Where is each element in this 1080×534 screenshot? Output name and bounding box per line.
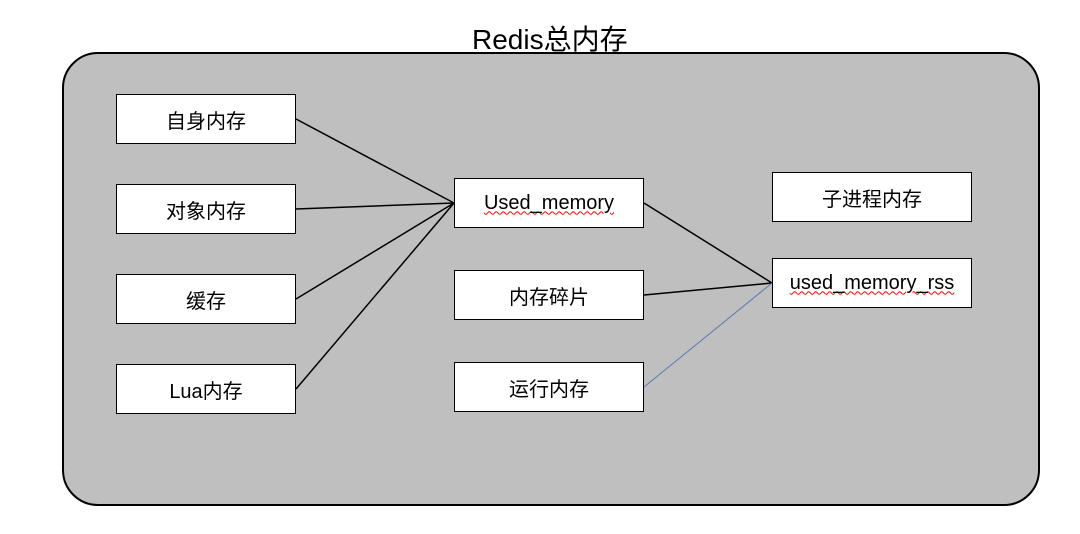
node-label: 内存碎片 [509, 281, 589, 310]
node-label: 子进程内存 [822, 183, 922, 212]
diagram-title: Redis总内存 [472, 18, 628, 58]
node-label: 缓存 [186, 285, 226, 314]
node-n-object: 对象内存 [116, 184, 296, 234]
node-n-run: 运行内存 [454, 362, 644, 412]
node-label: 运行内存 [509, 373, 589, 402]
node-n-frag: 内存碎片 [454, 270, 644, 320]
node-n-lua: Lua内存 [116, 364, 296, 414]
node-n-self: 自身内存 [116, 94, 296, 144]
node-label: Lua内存 [169, 375, 242, 404]
node-n-child: 子进程内存 [772, 172, 972, 222]
node-label: 自身内存 [166, 105, 246, 134]
node-n-cache: 缓存 [116, 274, 296, 324]
node-label: 对象内存 [166, 195, 246, 224]
node-n-rss: used_memory_rss [772, 258, 972, 308]
node-label: Used_memory [484, 192, 614, 215]
node-label: used_memory_rss [790, 272, 955, 295]
node-n-used: Used_memory [454, 178, 644, 228]
